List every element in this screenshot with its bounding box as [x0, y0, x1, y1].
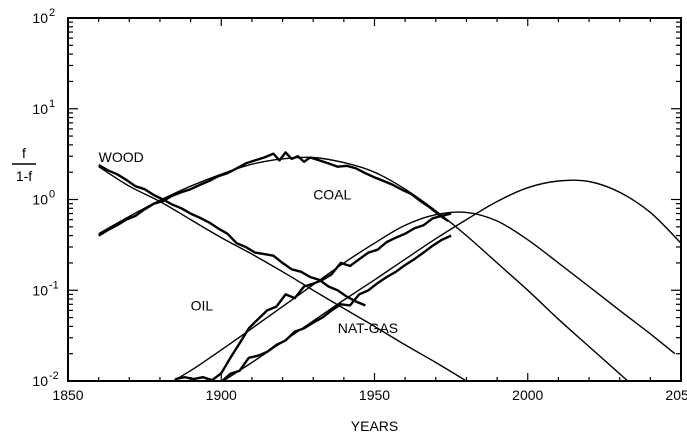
- series-coal-label: COAL: [313, 187, 351, 203]
- y-tick-label: 10: [32, 101, 48, 117]
- series-layer: [98, 151, 681, 381]
- series-oil-label: OIL: [191, 297, 214, 313]
- series-oil-fit-line: [171, 211, 676, 381]
- series-coal-fit-line: [98, 156, 629, 381]
- series-wood-label: WOOD: [99, 149, 144, 165]
- series-oil-observed-line: [175, 212, 452, 381]
- y-tick-label: 10: [32, 192, 48, 208]
- y-tick-label-exponent: 2: [49, 7, 55, 19]
- y-axis-label: f 1-f: [12, 145, 36, 184]
- y-tick-label: 10: [32, 10, 48, 26]
- y-tick-label-exponent: -2: [49, 370, 59, 382]
- x-tick-label: 1850: [52, 387, 83, 403]
- x-tick-label: 2050: [665, 387, 687, 403]
- series-nat-gas-observed-line: [220, 234, 452, 381]
- x-tick-label: 1950: [359, 387, 390, 403]
- x-tick-label: 2000: [512, 387, 543, 403]
- series-coal-observed-line: [98, 151, 449, 237]
- tick-marks: [67, 18, 682, 382]
- y-tick-label: 10: [32, 373, 48, 389]
- series-labels: WOOD COAL OIL NAT-GAS: [99, 149, 398, 336]
- y-tick-label-exponent: 1: [49, 98, 55, 110]
- x-axis-label: YEARS: [351, 418, 398, 434]
- y-tick-label-exponent: 0: [49, 189, 55, 201]
- series-nat-gas-fit-line: [221, 179, 681, 381]
- y-tick-label-exponent: -1: [49, 279, 59, 291]
- x-tick-label: 1900: [206, 387, 237, 403]
- series-wood-fit-line: [98, 166, 467, 381]
- y-axis-label-denominator: 1-f: [16, 168, 32, 184]
- y-axis-label-numerator: f: [22, 145, 26, 161]
- y-tick-label: 10: [32, 282, 48, 298]
- series-nat-gas-label: NAT-GAS: [338, 320, 398, 336]
